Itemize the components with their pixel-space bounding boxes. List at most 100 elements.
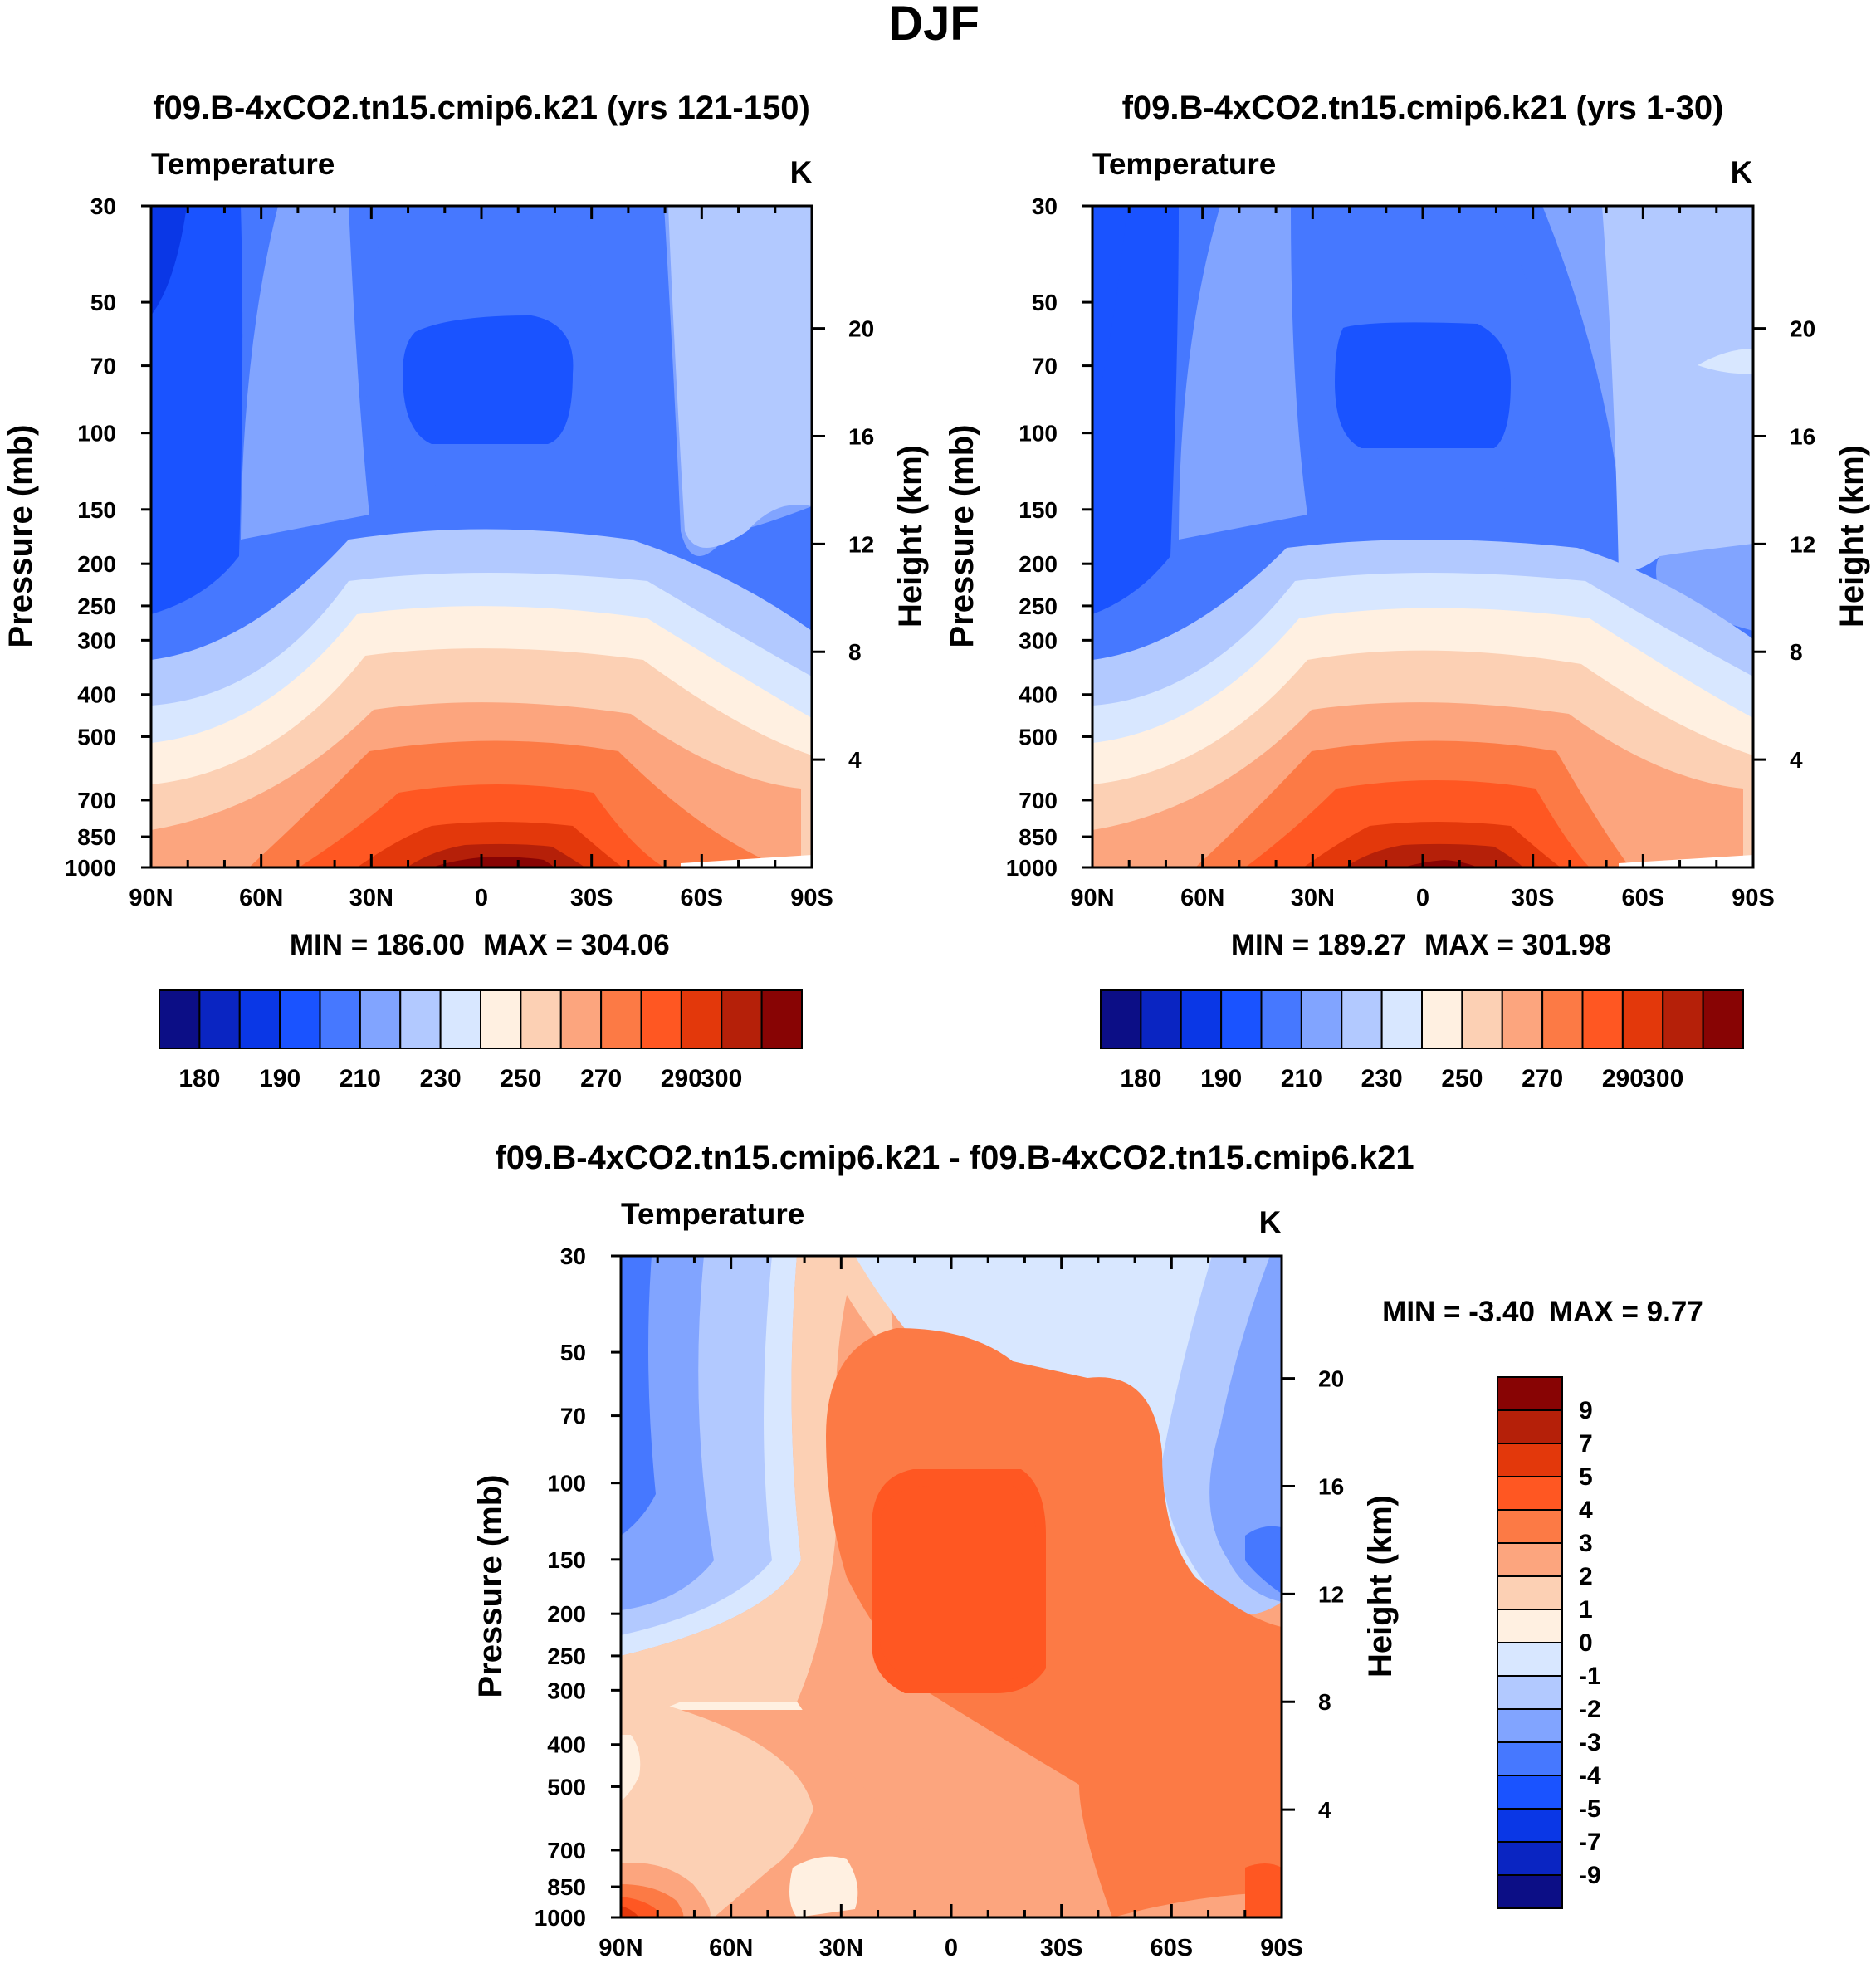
variable-label: Temperature (621, 1197, 804, 1231)
x-ticks: 90N 60N 30N 0 30S 60S 90S (1070, 206, 1775, 911)
colorbar-label: -5 (1579, 1795, 1601, 1823)
height-tick-label: 8 (848, 639, 862, 665)
pressure-tick-label: 50 (1032, 290, 1058, 315)
colorbar-label: 250 (1441, 1065, 1483, 1092)
pressure-tick-label: 250 (547, 1643, 586, 1669)
x-tick-label: 90N (1070, 885, 1114, 911)
x-tick-label: 30S (1512, 885, 1555, 911)
colorbar-box (600, 989, 642, 1049)
pressure-tick-label: 500 (1019, 724, 1058, 750)
pressure-ticks: 30 50 70 100 150 200 250 300 400 500 700 850 1000 (535, 1243, 621, 1931)
panel-difference: f09.B-4xCO2.tn15.cmip6.k21 - f09.B-4xCO2… (472, 1140, 1703, 1961)
height-tick-label: 8 (1318, 1689, 1331, 1715)
colorbar-label: 270 (580, 1065, 622, 1092)
x-tick-label: 90N (598, 1935, 642, 1961)
pressure-tick-label: 400 (547, 1732, 586, 1758)
y2-axis-label: Height (km) (1834, 445, 1870, 628)
colorbar-label: 180 (178, 1065, 220, 1092)
colorbar-box (359, 989, 402, 1049)
pressure-tick-label: 100 (77, 421, 116, 447)
height-tick-label: 4 (848, 747, 862, 773)
height-ticks: 20 16 12 8 4 (1753, 316, 1815, 773)
colorbar-box (1497, 1443, 1563, 1477)
colorbar-box (1702, 989, 1744, 1049)
height-tick-label: 16 (1790, 423, 1815, 449)
x-tick-label: 90S (1260, 1935, 1303, 1961)
panel-right: f09.B-4xCO2.tn15.cmip6.k21 (yrs 1-30) Te… (944, 90, 1870, 1092)
x-tick-label: 0 (945, 1935, 958, 1961)
pressure-tick-label: 500 (77, 724, 116, 750)
pressure-tick-label: 150 (1019, 497, 1058, 523)
units-label: K (790, 155, 813, 189)
colorbar-box (1380, 989, 1423, 1049)
x-tick-label: 60S (681, 885, 724, 911)
pressure-tick-label: 100 (1019, 421, 1058, 447)
pressure-ticks: 30 50 70 100 150 200 250 300 400 500 700 850 1000 (65, 193, 151, 881)
x-ticks: 90N 60N 30N 0 30S 60S 90S (129, 206, 833, 911)
colorbar-box (1180, 989, 1223, 1049)
pressure-tick-label: 30 (90, 193, 116, 219)
figure-title: DJF (888, 0, 980, 51)
x-tick-label: 60S (1151, 1935, 1194, 1961)
colorbar-label: 290 (1602, 1065, 1644, 1092)
colorbar-box (1541, 989, 1584, 1049)
colorbar-box (1461, 989, 1503, 1049)
pressure-tick-label: 300 (1019, 628, 1058, 653)
pressure-tick-label: 400 (1019, 682, 1058, 708)
y2-axis-label: Height (km) (892, 445, 929, 628)
x-tick-label: 60S (1622, 885, 1665, 911)
x-tick-label: 60N (239, 885, 283, 911)
height-tick-label: 12 (1318, 1581, 1344, 1607)
x-tick-label: 30S (570, 885, 613, 911)
colorbar-label: 300 (1642, 1065, 1683, 1092)
colorbar-box (1581, 989, 1624, 1049)
colorbar-box (1260, 989, 1302, 1049)
colorbar-label: 230 (420, 1065, 462, 1092)
colorbar-label: -7 (1579, 1829, 1601, 1856)
pressure-tick-label: 150 (547, 1547, 586, 1573)
y2-axis-label: Height (km) (1362, 1495, 1399, 1678)
colorbar-box (1497, 1874, 1563, 1909)
height-tick-label: 4 (1318, 1797, 1331, 1823)
colorbar-label: 230 (1361, 1065, 1403, 1092)
colorbar-box (1501, 989, 1544, 1049)
pressure-tick-label: 700 (1019, 788, 1058, 813)
height-tick-label: 20 (1318, 1366, 1344, 1392)
pressure-ticks: 30 50 70 100 150 200 250 300 400 500 700 850 1000 (1006, 193, 1092, 881)
pressure-tick-label: 70 (560, 1404, 586, 1429)
pressure-tick-label: 700 (547, 1838, 586, 1863)
colorbar-box (1497, 1708, 1563, 1743)
x-tick-label: 30N (1291, 885, 1335, 911)
pressure-tick-label: 30 (1032, 193, 1058, 219)
panel-title: f09.B-4xCO2.tn15.cmip6.k21 (yrs 121-150) (153, 90, 810, 126)
colorbar-box (760, 989, 803, 1049)
x-tick-label: 30S (1040, 1935, 1083, 1961)
pressure-tick-label: 700 (77, 788, 116, 813)
x-tick-label: 30N (349, 885, 393, 911)
colorbar-label: 3 (1579, 1530, 1593, 1557)
max-label: MAX = 301.98 (1424, 929, 1611, 961)
height-tick-label: 8 (1790, 639, 1803, 665)
colorbar-box (559, 989, 603, 1049)
colorbar-label: 5 (1579, 1463, 1593, 1491)
pressure-tick-label: 300 (77, 628, 116, 653)
colorbar-label: 300 (701, 1065, 742, 1092)
panel-title: f09.B-4xCO2.tn15.cmip6.k21 (yrs 1-30) (1122, 90, 1724, 126)
colorbar-box (480, 989, 522, 1049)
colorbar-box (1497, 1609, 1563, 1643)
colorbar-label: 250 (500, 1065, 541, 1092)
min-label: MIN = 189.27 (1231, 929, 1406, 961)
x-tick-label: 60N (709, 1935, 753, 1961)
colorbar-label: -1 (1579, 1663, 1601, 1690)
colorbar-box (1662, 989, 1704, 1049)
pressure-tick-label: 400 (77, 682, 116, 708)
colorbar-box (1497, 1476, 1563, 1511)
x-tick-label: 90S (790, 885, 833, 911)
colorbar-box (439, 989, 481, 1049)
colorbar-box (399, 989, 442, 1049)
colorbar-box (1140, 989, 1182, 1049)
colorbar-box (319, 989, 361, 1049)
x-tick-label: 30N (819, 1935, 863, 1961)
units-label: K (1731, 155, 1753, 189)
colorbar-box (1621, 989, 1664, 1049)
